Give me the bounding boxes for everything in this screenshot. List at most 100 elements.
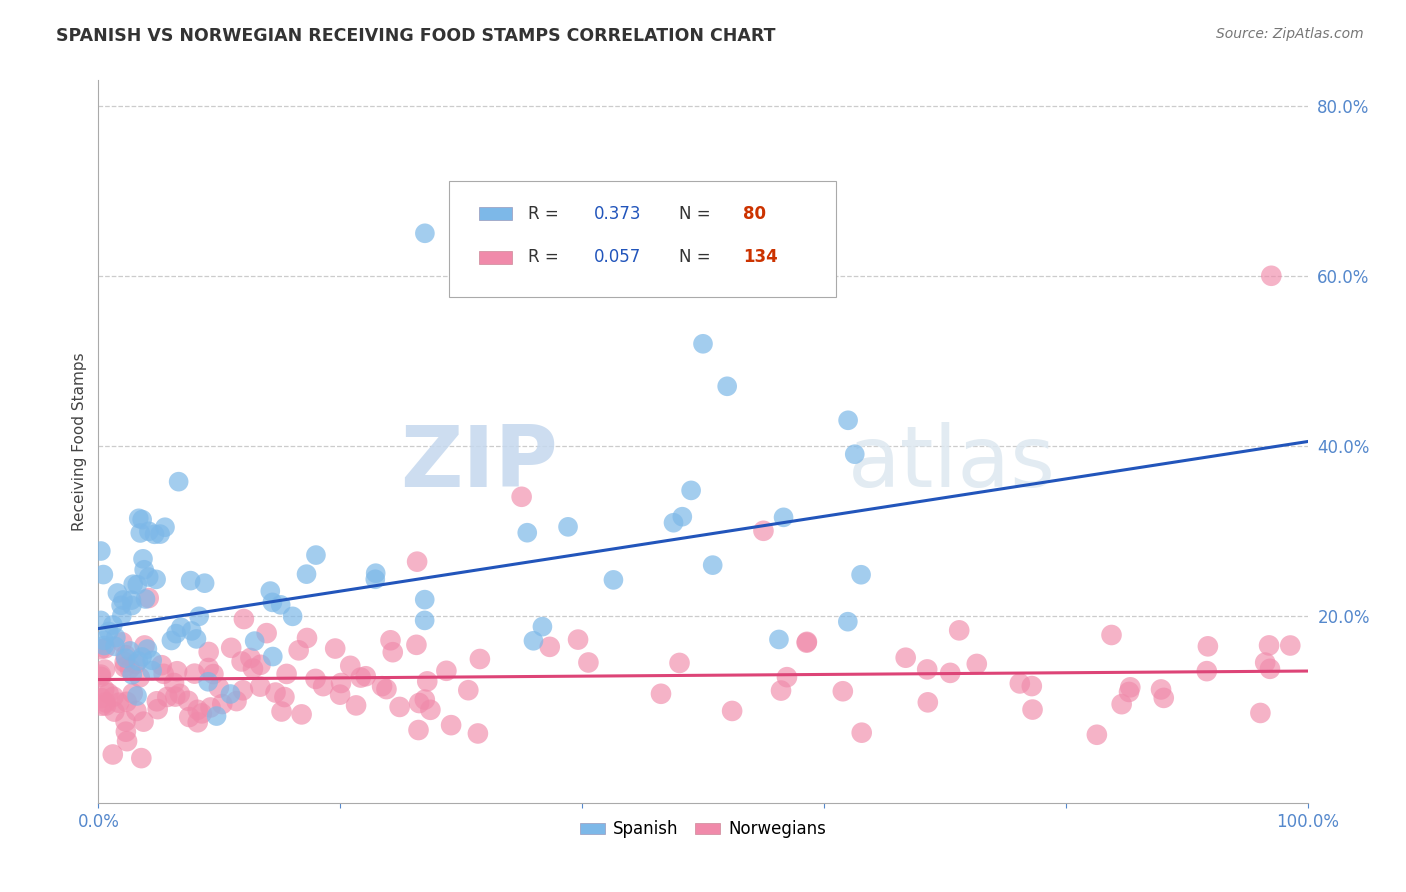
FancyBboxPatch shape — [479, 208, 512, 220]
Point — [567, 632, 589, 647]
Point — [531, 620, 554, 634]
Point — [510, 490, 533, 504]
Point — [671, 509, 693, 524]
Point — [939, 665, 962, 680]
Point — [104, 640, 127, 654]
Point — [270, 598, 292, 612]
Point — [681, 483, 703, 498]
Point — [413, 592, 436, 607]
Point — [837, 413, 859, 427]
Point — [197, 661, 219, 675]
Point — [107, 586, 129, 600]
Point — [94, 696, 117, 710]
Point — [141, 653, 163, 667]
Point — [90, 667, 112, 681]
Point — [538, 640, 561, 654]
Point — [208, 681, 231, 695]
Point — [776, 670, 799, 684]
Point — [468, 652, 491, 666]
Point — [295, 567, 318, 582]
Point — [90, 698, 112, 713]
Point — [131, 512, 153, 526]
Point — [339, 658, 361, 673]
Point — [131, 751, 153, 765]
Point — [152, 666, 174, 681]
Point — [1111, 697, 1133, 711]
Point — [295, 631, 318, 645]
Point — [796, 635, 818, 649]
Point — [350, 671, 373, 685]
Text: 0.057: 0.057 — [595, 248, 641, 267]
Point — [94, 698, 117, 713]
Legend: Spanish, Norwegians: Spanish, Norwegians — [574, 814, 832, 845]
Point — [1153, 690, 1175, 705]
Point — [145, 573, 167, 587]
Point — [381, 645, 404, 659]
Point — [270, 705, 292, 719]
FancyBboxPatch shape — [479, 251, 512, 264]
Point — [134, 592, 156, 607]
Point — [831, 684, 853, 698]
Point — [259, 584, 281, 599]
Point — [851, 725, 873, 739]
Point — [114, 656, 136, 670]
Point — [557, 520, 579, 534]
Point — [202, 667, 225, 681]
Point — [419, 703, 441, 717]
Point — [149, 527, 172, 541]
Point — [408, 723, 430, 737]
Point — [434, 664, 457, 678]
Point — [90, 691, 112, 706]
Point — [522, 633, 544, 648]
Point — [849, 567, 872, 582]
Point — [1085, 728, 1108, 742]
Point — [138, 570, 160, 584]
Point — [406, 555, 429, 569]
Point — [150, 658, 173, 673]
Point — [219, 640, 242, 655]
Point — [668, 656, 690, 670]
Point — [650, 687, 672, 701]
Point — [94, 641, 117, 656]
Point — [262, 595, 284, 609]
Point — [291, 707, 314, 722]
Point — [191, 706, 214, 721]
Point — [114, 648, 136, 662]
Point — [125, 704, 148, 718]
Point — [716, 379, 738, 393]
Point — [114, 651, 136, 665]
Point — [408, 696, 430, 710]
Point — [141, 664, 163, 678]
Point — [101, 747, 124, 762]
Point — [211, 697, 233, 711]
Point — [1279, 639, 1302, 653]
Point — [111, 635, 134, 649]
Point — [121, 599, 143, 613]
Point — [134, 639, 156, 653]
Point — [134, 563, 156, 577]
Point — [90, 670, 112, 684]
Point — [94, 663, 117, 677]
Point — [344, 698, 367, 713]
Point — [915, 662, 938, 676]
Point — [312, 679, 335, 693]
Point — [1101, 628, 1123, 642]
Point — [364, 572, 387, 586]
Point — [232, 612, 254, 626]
Point — [692, 336, 714, 351]
Point — [127, 654, 149, 668]
Point — [90, 614, 112, 628]
Point — [169, 687, 191, 701]
Point — [132, 714, 155, 729]
Point — [262, 649, 284, 664]
Point — [330, 676, 353, 690]
Point — [305, 548, 328, 562]
Point — [966, 657, 988, 671]
Point — [177, 694, 200, 708]
Point — [118, 644, 141, 658]
Point — [115, 734, 138, 748]
Point — [205, 709, 228, 723]
Point — [114, 714, 136, 729]
Point — [304, 672, 326, 686]
Point — [323, 641, 346, 656]
